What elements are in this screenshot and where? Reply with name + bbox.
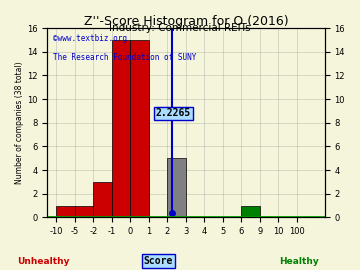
Bar bbox=[167, 158, 186, 217]
Text: The Research Foundation of SUNY: The Research Foundation of SUNY bbox=[53, 53, 196, 62]
Bar bbox=[75, 205, 93, 217]
Title: Z''-Score Histogram for O (2016): Z''-Score Histogram for O (2016) bbox=[84, 15, 288, 28]
Bar bbox=[242, 205, 260, 217]
Text: Unhealthy: Unhealthy bbox=[17, 257, 69, 266]
Text: Industry: Commercial REITs: Industry: Commercial REITs bbox=[109, 23, 251, 33]
Bar bbox=[112, 40, 130, 217]
Text: Score: Score bbox=[144, 256, 173, 266]
Text: 2.2265: 2.2265 bbox=[156, 108, 191, 118]
Text: Healthy: Healthy bbox=[279, 257, 319, 266]
Bar bbox=[130, 40, 149, 217]
Y-axis label: Number of companies (38 total): Number of companies (38 total) bbox=[15, 61, 24, 184]
Bar bbox=[57, 205, 75, 217]
Text: ©www.textbiz.org: ©www.textbiz.org bbox=[53, 34, 127, 43]
Bar bbox=[93, 182, 112, 217]
